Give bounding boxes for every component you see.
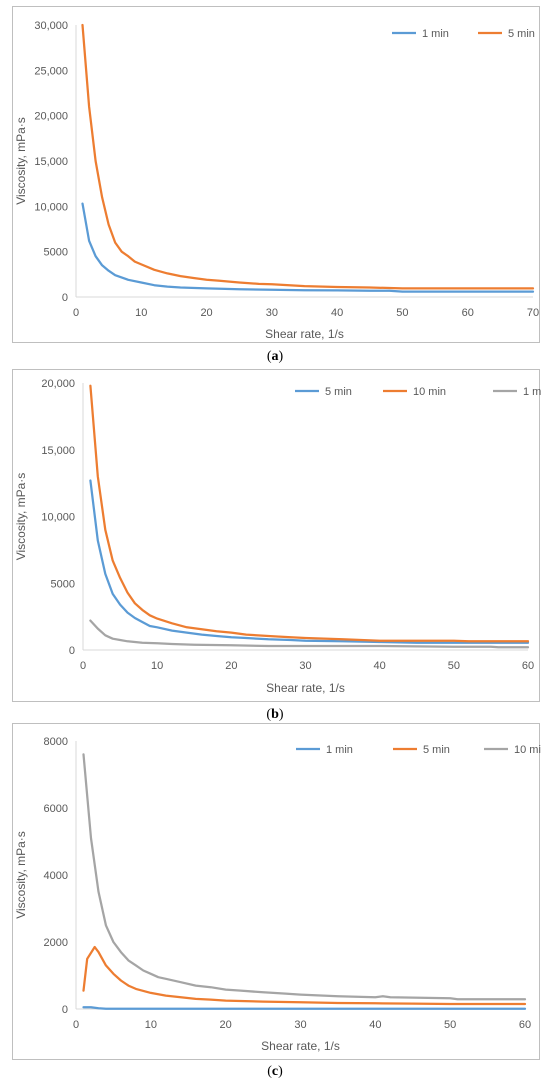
y-tick-label: 20,000 bbox=[41, 378, 75, 390]
x-tick-label: 0 bbox=[73, 1019, 79, 1031]
x-tick-label: 50 bbox=[444, 1019, 456, 1031]
series-line bbox=[89, 384, 530, 643]
x-tick-label: 10 bbox=[145, 1019, 157, 1031]
x-tick-label: 30 bbox=[294, 1019, 306, 1031]
y-tick-label: 8000 bbox=[44, 736, 68, 748]
y-tick-label: 2000 bbox=[44, 937, 68, 949]
x-tick-label: 40 bbox=[369, 1019, 381, 1031]
y-tick-label: 20,000 bbox=[34, 111, 68, 123]
x-tick-label: 40 bbox=[331, 307, 343, 319]
y-axis-label: Viscosity, mPa·s bbox=[14, 473, 28, 561]
chart-b: 0 10 20 30 40 50 60 0 5000 10,000 15,000 20,000 Shea… bbox=[14, 378, 541, 695]
series-line bbox=[81, 202, 535, 293]
legend-label: 1 min bbox=[326, 744, 353, 756]
x-tick-label: 60 bbox=[522, 660, 534, 672]
y-tick-label: 30,000 bbox=[34, 20, 68, 32]
x-tick-label: 0 bbox=[80, 660, 86, 672]
legend-label: 5 min bbox=[508, 28, 535, 40]
y-tick-label: 5000 bbox=[44, 247, 68, 259]
x-tick-label: 0 bbox=[73, 307, 79, 319]
chart-a: 0 10 20 30 40 50 60 70 0 5000 10,000 15,000 20,000 25… bbox=[14, 20, 539, 341]
chart-panel-c: 0 10 20 30 40 50 60 0 2000 4000 6000 8000 Shear rate… bbox=[12, 723, 541, 1060]
series-line bbox=[82, 753, 527, 1001]
x-tick-label: 30 bbox=[266, 307, 278, 319]
series-line bbox=[89, 619, 530, 649]
legend-label: 10 min bbox=[413, 386, 446, 398]
x-tick-label: 20 bbox=[200, 307, 212, 319]
y-tick-label: 5000 bbox=[51, 578, 75, 590]
x-tick-label: 10 bbox=[135, 307, 147, 319]
y-tick-label: 10,000 bbox=[41, 512, 75, 524]
chart-c: 0 10 20 30 40 50 60 0 2000 4000 6000 8000 Shear rate… bbox=[14, 736, 541, 1053]
y-tick-label: 25,000 bbox=[34, 65, 68, 77]
x-tick-label: 50 bbox=[396, 307, 408, 319]
chart-panel-a: 0 10 20 30 40 50 60 70 0 5000 10,000 15,000 20,000 25… bbox=[12, 6, 540, 343]
chart-panel-b: 0 10 20 30 40 50 60 0 5000 10,000 15,000 20,000 Shea… bbox=[12, 369, 541, 702]
x-tick-label: 10 bbox=[151, 660, 163, 672]
caption-a: (a) bbox=[266, 349, 284, 364]
y-tick-label: 0 bbox=[62, 1004, 68, 1016]
x-tick-label: 60 bbox=[519, 1019, 531, 1031]
caption-c: (c) bbox=[267, 1064, 283, 1079]
series-line bbox=[89, 479, 530, 644]
caption-b: (b) bbox=[266, 707, 284, 722]
legend-label: 5 min bbox=[423, 744, 450, 756]
y-axis-label: Viscosity, mPa·s bbox=[14, 117, 28, 205]
x-tick-label: 20 bbox=[225, 660, 237, 672]
legend-label: 1 min bbox=[523, 386, 541, 398]
y-tick-label: 4000 bbox=[44, 870, 68, 882]
y-tick-label: 0 bbox=[62, 292, 68, 304]
x-tick-label: 30 bbox=[299, 660, 311, 672]
x-tick-label: 70 bbox=[527, 307, 539, 319]
x-tick-label: 50 bbox=[448, 660, 460, 672]
series-line bbox=[82, 945, 527, 1006]
x-axis-label: Shear rate, 1/s bbox=[265, 327, 344, 341]
y-tick-label: 15,000 bbox=[34, 156, 68, 168]
series-line bbox=[82, 1006, 527, 1010]
y-tick-label: 15,000 bbox=[41, 445, 75, 457]
y-tick-label: 6000 bbox=[44, 803, 68, 815]
x-axis-label: Shear rate, 1/s bbox=[261, 1039, 340, 1053]
legend-label: 1 min bbox=[422, 28, 449, 40]
series-line bbox=[81, 23, 535, 290]
x-axis-label: Shear rate, 1/s bbox=[266, 681, 345, 695]
y-tick-label: 10,000 bbox=[34, 201, 68, 213]
x-tick-label: 40 bbox=[374, 660, 386, 672]
legend-label: 5 min bbox=[325, 386, 352, 398]
y-axis-label: Viscosity, mPa·s bbox=[14, 831, 28, 919]
legend-label: 10 min bbox=[514, 744, 541, 756]
y-tick-label: 0 bbox=[69, 645, 75, 657]
x-tick-label: 60 bbox=[462, 307, 474, 319]
x-tick-label: 20 bbox=[220, 1019, 232, 1031]
